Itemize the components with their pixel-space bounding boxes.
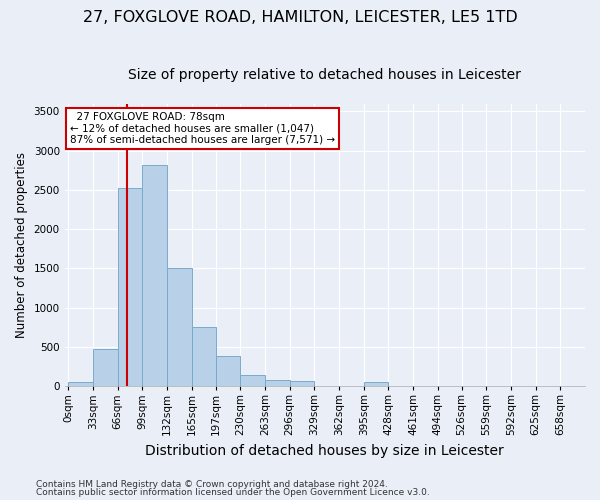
Bar bbox=[265, 380, 290, 386]
Bar bbox=[241, 375, 265, 386]
Text: 27 FOXGLOVE ROAD: 78sqm  
← 12% of detached houses are smaller (1,047)
87% of se: 27 FOXGLOVE ROAD: 78sqm ← 12% of detache… bbox=[70, 112, 335, 145]
Bar bbox=[118, 188, 142, 386]
Bar bbox=[290, 382, 314, 386]
Text: Contains HM Land Registry data © Crown copyright and database right 2024.: Contains HM Land Registry data © Crown c… bbox=[36, 480, 388, 489]
Text: Contains public sector information licensed under the Open Government Licence v3: Contains public sector information licen… bbox=[36, 488, 430, 497]
Title: Size of property relative to detached houses in Leicester: Size of property relative to detached ho… bbox=[128, 68, 521, 82]
Y-axis label: Number of detached properties: Number of detached properties bbox=[15, 152, 28, 338]
Bar bbox=[93, 349, 118, 386]
Text: 27, FOXGLOVE ROAD, HAMILTON, LEICESTER, LE5 1TD: 27, FOXGLOVE ROAD, HAMILTON, LEICESTER, … bbox=[83, 10, 517, 25]
Bar bbox=[192, 327, 217, 386]
Bar bbox=[142, 164, 167, 386]
X-axis label: Distribution of detached houses by size in Leicester: Distribution of detached houses by size … bbox=[145, 444, 504, 458]
Bar bbox=[68, 382, 93, 386]
Bar bbox=[167, 268, 192, 386]
Bar bbox=[215, 356, 241, 386]
Bar bbox=[364, 382, 388, 386]
